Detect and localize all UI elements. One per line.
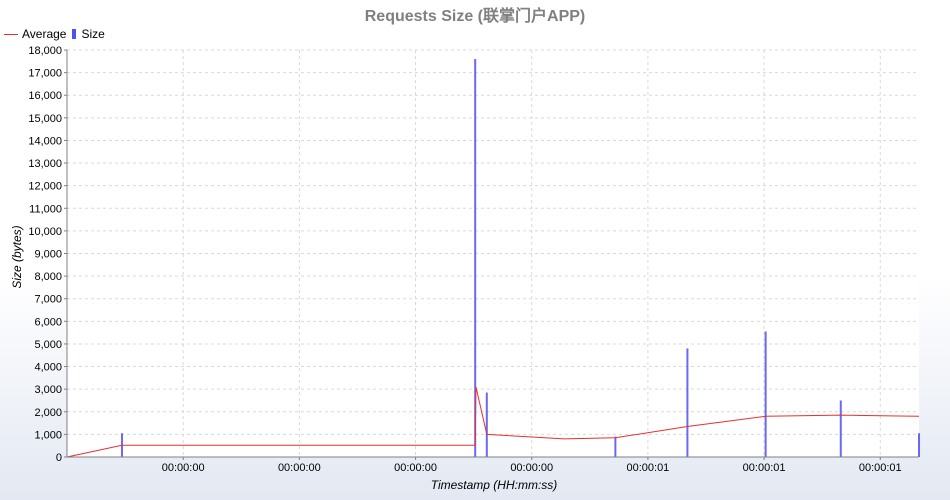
legend: Average Size [4,26,111,42]
y-tick-label: 12,000 [28,181,62,193]
y-tick-label: 3,000 [34,384,62,396]
legend-line-swatch [4,33,18,35]
x-tick-label: 00:00:00 [394,462,437,474]
average-line [66,386,920,458]
size-bar [474,59,477,458]
size-bar [839,400,842,457]
size-bar [614,436,617,457]
x-tick-label: 00:00:00 [278,462,321,474]
size-bar [764,331,767,457]
y-tick-label: 6,000 [34,316,62,328]
x-tick-label: 00:00:00 [510,462,553,474]
size-bar [485,392,488,457]
y-axis-label: Size (bytes) [10,225,24,289]
size-bar [686,348,689,457]
x-tick-label: 00:00:01 [626,462,669,474]
chart-title: Requests Size (联掌门户APP) [364,8,586,25]
legend-item-size: Size [72,27,105,41]
y-tick-label: 5,000 [34,339,62,351]
grid [67,49,919,457]
legend-label-size: Size [81,27,105,41]
y-tick-label: 4,000 [34,362,62,374]
size-bar [918,433,920,457]
y-tick-label: 17,000 [28,68,62,80]
y-tick-label: 2,000 [34,407,62,419]
x-axis-ticks: 00:00:00 00:00:00 00:00:00 00:00:00 00:00:01… [162,457,902,474]
x-tick-label: 00:00:01 [743,462,786,474]
y-tick-label: 9,000 [34,249,62,261]
y-tick-label: 14,000 [28,135,62,147]
x-tick-label: 00:00:00 [162,462,205,474]
y-tick-label: 13,000 [28,158,62,170]
legend-label-average: Average [22,27,67,41]
y-tick-label: 8,000 [34,271,62,283]
y-tick-label: 11,000 [29,203,62,215]
x-tick-label: 00:00:01 [859,462,902,474]
y-tick-label: 18,000 [28,45,62,57]
y-tick-label: 7,000 [34,294,62,306]
y-tick-label: 10,000 [28,226,62,238]
y-tick-label: 15,000 [28,113,62,125]
y-tick-label: 0 [56,452,62,464]
y-axis-ticks: 0 1,000 2,000 3,000 4,000 5,000 6,000 7,000 8,00… [28,45,67,464]
legend-bar-swatch [72,29,77,39]
y-tick-label: 1,000 [34,429,62,441]
y-tick-label: 16,000 [28,90,62,102]
legend-item-average: Average [4,27,66,41]
x-axis-label: Timestamp (HH:mm:ss) [430,478,558,492]
